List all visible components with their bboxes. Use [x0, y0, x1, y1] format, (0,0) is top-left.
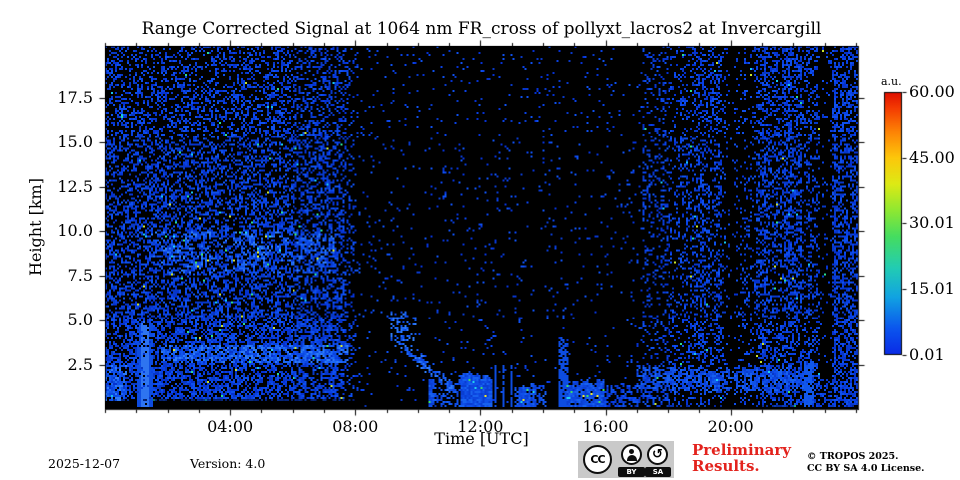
y-tick-label: 5.0 — [67, 310, 93, 330]
footer-version: Version: 4.0 — [190, 456, 266, 471]
colorbar-tick-label: 60.00 — [909, 82, 955, 101]
y-tick-label: 15.0 — [57, 132, 93, 152]
x-tick-label: 04:00 — [207, 417, 254, 436]
y-tick-label: 12.5 — [57, 176, 93, 196]
copyright-line1: © TROPOS 2025. — [807, 451, 899, 462]
cc-sa-label: SA — [645, 467, 671, 477]
cc-sa-arrow-icon: ↺ — [647, 444, 668, 465]
y-tick-label: 2.5 — [67, 354, 93, 374]
colorbar-tick-label: 15.01 — [909, 279, 955, 299]
x-tick-label: 16:00 — [582, 417, 629, 436]
footer-date: 2025-12-07 — [48, 456, 121, 471]
x-tick-label: 12:00 — [457, 417, 504, 436]
cc-logo-icon: CC — [583, 445, 612, 474]
colorbar-tick-label: 30.01 — [909, 213, 955, 233]
signal-heatmap-canvas — [105, 46, 858, 409]
cc-by-label: BY — [618, 467, 645, 477]
colorbar-tick-label: 0.01 — [909, 345, 945, 364]
copyright-line2: CC BY SA 4.0 License. — [807, 463, 925, 474]
x-tick-label: 20:00 — [707, 417, 754, 436]
plot-title: Range Corrected Signal at 1064 nm FR_cro… — [141, 19, 822, 39]
y-tick-label: 17.5 — [57, 87, 93, 107]
cc-license-badge: CC ↺ BY SA — [578, 441, 674, 478]
y-tick-label: 10.0 — [57, 221, 93, 241]
cc-by-person-icon — [621, 444, 642, 465]
x-tick-label: 08:00 — [332, 417, 379, 436]
y-tick-label: 7.5 — [67, 265, 93, 285]
preliminary-results-line2: Results. — [692, 457, 760, 475]
colorbar-tick-label: 45.00 — [909, 147, 955, 167]
colorbar-unit-label: a.u. — [881, 75, 902, 88]
